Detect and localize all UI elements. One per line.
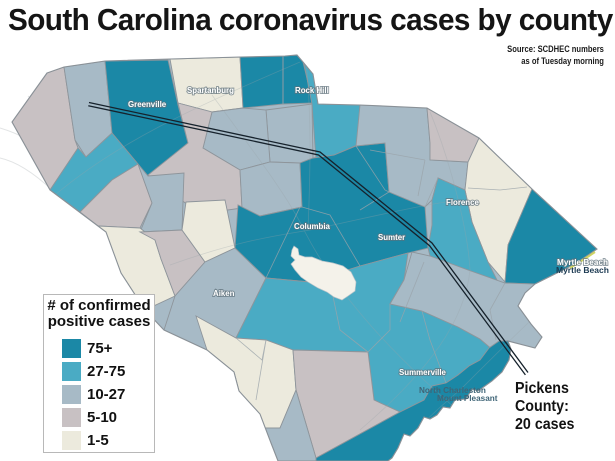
svg-text:Florence: Florence	[446, 198, 479, 207]
svg-text:Mount Pleasant: Mount Pleasant	[437, 394, 498, 403]
svg-text:Myrtle Beach: Myrtle Beach	[556, 265, 609, 275]
svg-text:Columbia: Columbia	[294, 222, 331, 231]
svg-text:Greenville: Greenville	[128, 100, 167, 109]
svg-text:Aiken: Aiken	[213, 289, 235, 298]
svg-text:Myrtle Beach: Myrtle Beach	[557, 258, 608, 267]
svg-text:North Charleston: North Charleston	[419, 386, 486, 395]
svg-text:Spartanburg: Spartanburg	[187, 86, 234, 95]
svg-text:Sumter: Sumter	[378, 233, 405, 242]
svg-text:Summerville: Summerville	[399, 368, 447, 377]
svg-text:Rock Hill: Rock Hill	[295, 86, 329, 95]
